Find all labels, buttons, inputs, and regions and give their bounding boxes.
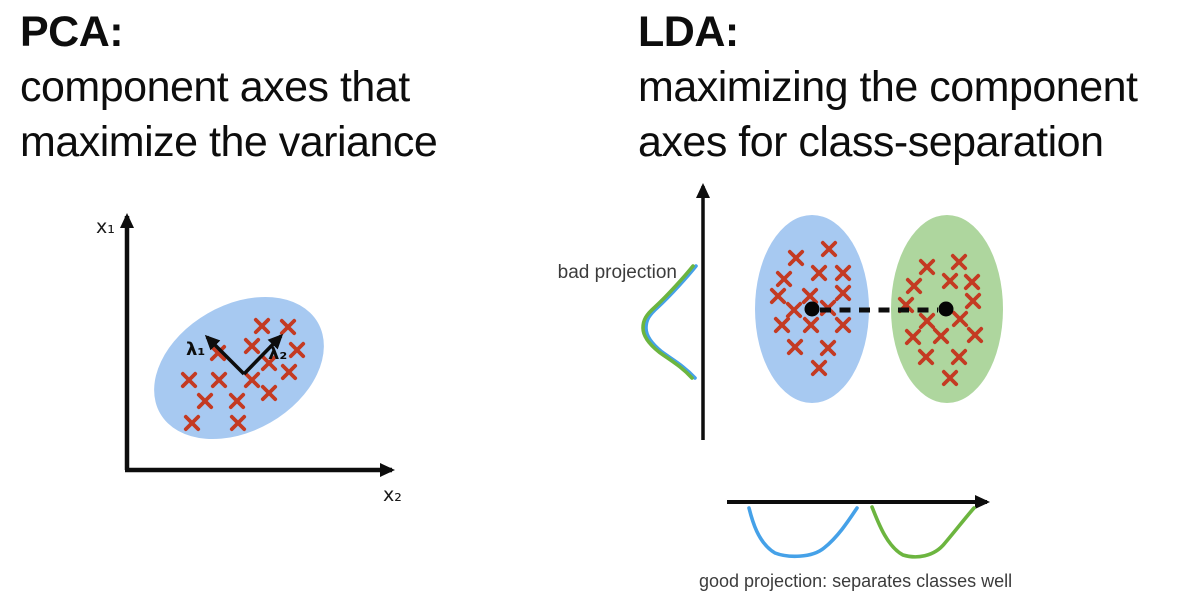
x-marker [787,249,805,267]
x-marker [950,253,968,271]
lda-class2-mean-dot [938,301,954,317]
x-marker [810,264,828,282]
x-marker [769,287,787,305]
x-marker [773,316,791,334]
pca-lambda1-arrow [204,334,246,376]
x-marker [932,327,950,345]
x-marker [801,287,819,305]
x-marker [941,369,959,387]
x-marker [183,414,201,432]
good-projection-curve-green [870,505,976,559]
x-marker [280,363,298,381]
x-marker [288,341,306,359]
x-marker [917,348,935,366]
x-marker [253,317,271,335]
x-marker [834,316,852,334]
x-marker [819,339,837,357]
lda-subtitle-line2: axes for class-separation [638,118,1104,166]
x-marker [918,312,936,330]
bad-projection-label: bad projection [557,262,677,283]
x-marker [180,371,198,389]
x-marker [966,326,984,344]
pca-lambda1-label: λ₁ [186,339,205,360]
x-marker [243,371,261,389]
x-marker [260,384,278,402]
x-marker [775,270,793,288]
x-marker [918,258,936,276]
x-marker [243,337,261,355]
good-projection-label: good projection: separates classes well [699,571,1013,591]
pca-title-block: PCA: component axes that maximize the va… [20,5,438,170]
x-marker [260,354,278,372]
x-marker [834,284,852,302]
x-marker [904,328,922,346]
pca-lambda2-label: λ₂ [268,343,287,364]
x-marker [279,318,297,336]
pca-data-points [180,317,306,432]
bad-projection-curve-green [641,264,695,380]
pca-plot: λ₁ λ₂ x₁ x₂ [96,213,402,506]
x-marker [810,359,828,377]
x-marker [786,338,804,356]
lda-subtitle-line1: maximizing the component [638,63,1138,111]
pca-subtitle-line1: component axes that [20,63,410,111]
x-marker [963,273,981,291]
pca-title: PCA: [20,8,124,56]
lda-class1-points [769,240,852,377]
x-marker [229,414,247,432]
pca-x-axis-label: x₂ [383,484,402,506]
lda-plot [641,183,1003,559]
x-marker [802,316,820,334]
x-marker [950,348,968,366]
pca-subtitle-line2: maximize the variance [20,118,438,166]
x-marker [785,301,803,319]
x-marker [834,264,852,282]
pca-lambda2-arrow [242,333,284,376]
lda-class2-points [897,253,984,387]
x-marker [228,392,246,410]
x-marker [210,371,228,389]
lda-class1-mean-dot [804,301,820,317]
lda-title: LDA: [638,8,739,56]
x-marker [941,272,959,290]
x-marker [905,277,923,295]
x-marker [964,292,982,310]
x-marker [196,392,214,410]
x-marker [951,310,969,328]
x-marker [820,240,838,258]
lda-title-block: LDA: maximizing the component axes for c… [638,5,1138,170]
good-projection-curve-blue [747,506,859,559]
pca-y-axis-label: x₁ [96,216,115,238]
